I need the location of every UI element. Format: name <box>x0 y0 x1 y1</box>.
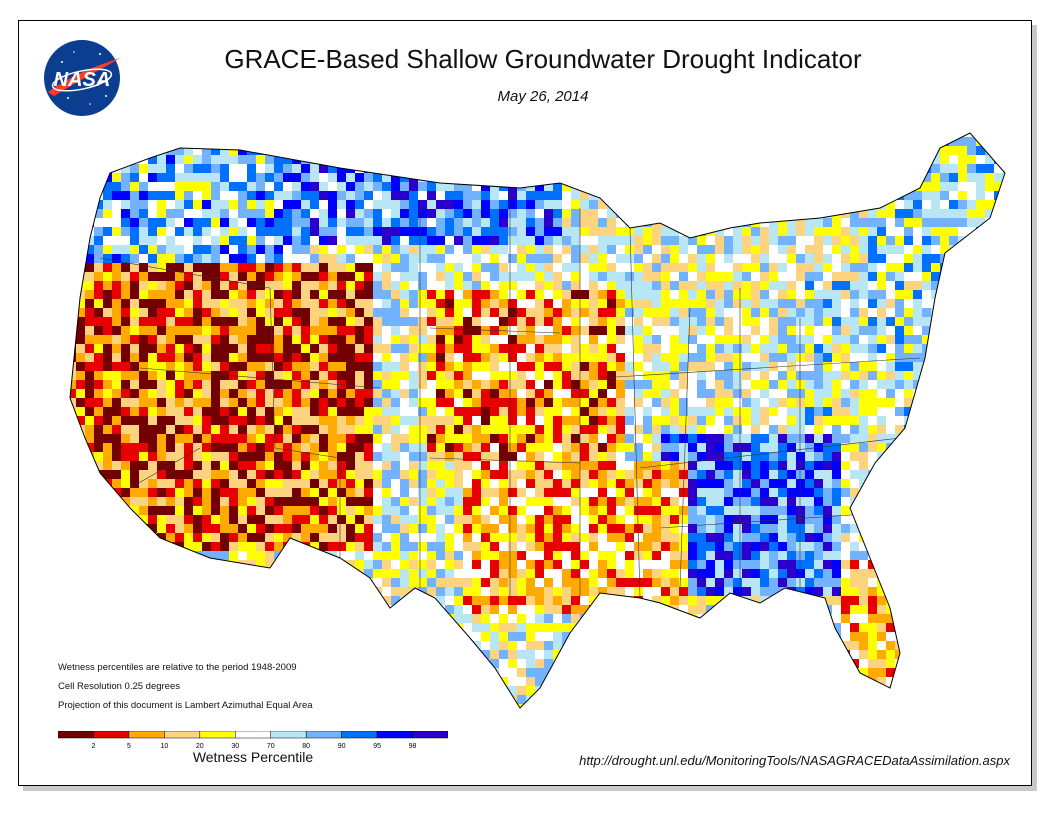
legend-swatch <box>199 731 236 739</box>
legend-swatch <box>164 731 201 739</box>
map-date: May 26, 2014 <box>497 88 589 105</box>
legend-tick-label: 30 <box>231 743 239 750</box>
legend-tick-label: 20 <box>196 743 204 750</box>
source-url[interactable]: http://drought.unl.edu/MonitoringTools/N… <box>579 753 1010 768</box>
legend-swatch <box>305 731 342 739</box>
legend-title: Wetness Percentile <box>192 749 314 765</box>
state-boundaries <box>99 188 921 599</box>
note-projection: Projection of this document is Lambert A… <box>58 700 313 711</box>
drought-cells <box>70 133 1005 708</box>
svg-text:NASA: NASA <box>54 69 111 91</box>
legend-tick-label: 5 <box>127 743 131 750</box>
legend-tick-label: 2 <box>92 743 96 750</box>
legend-tick-label: 90 <box>338 743 346 750</box>
legend-tick-label: 70 <box>267 743 275 750</box>
nasa-logo: NASA <box>44 40 120 116</box>
note-resolution: Cell Resolution 0.25 degrees <box>58 681 180 692</box>
legend-swatch <box>341 731 378 739</box>
legend-colorbar: 2 5 10 20 30 70 80 90 95 98 <box>58 731 448 750</box>
legend-swatch <box>128 731 165 739</box>
legend-swatch <box>93 731 130 739</box>
legend-swatch <box>376 731 413 739</box>
legend-tick-label: 80 <box>302 743 310 750</box>
legend: 2 5 10 20 30 70 80 90 95 98 Wetness Percentile <box>58 731 448 765</box>
legend-tick-label: 95 <box>373 743 381 750</box>
legend-swatch <box>270 731 307 739</box>
legend-swatch <box>412 731 448 739</box>
legend-tick-label: 98 <box>409 743 417 750</box>
legend-swatch <box>58 731 94 739</box>
map-title: GRACE-Based Shallow Groundwater Drought … <box>224 44 862 74</box>
us-drought-map <box>69 132 1006 709</box>
note-period: Wetness percentiles are relative to the … <box>58 662 297 673</box>
map-notes: Wetness percentiles are relative to the … <box>58 658 313 715</box>
legend-tick-label: 10 <box>160 743 168 750</box>
legend-swatch <box>235 731 271 739</box>
